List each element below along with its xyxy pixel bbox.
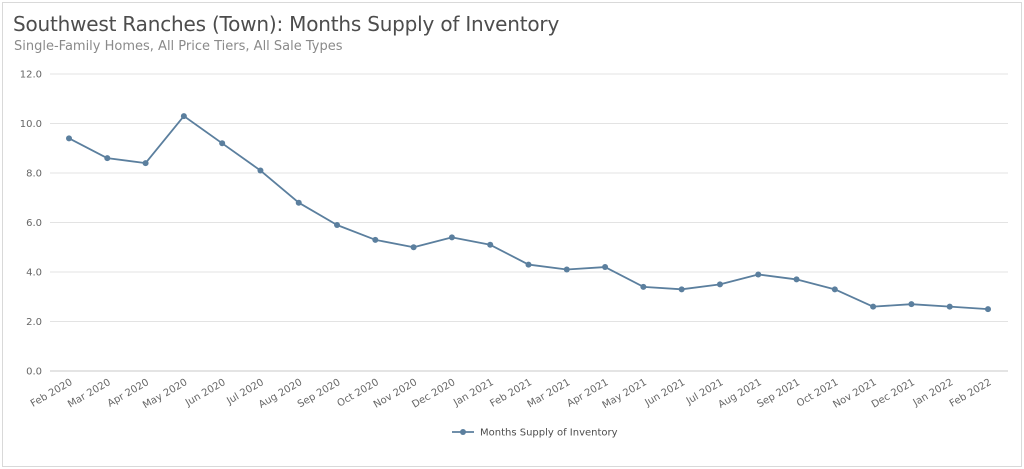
data-point [678, 286, 685, 293]
data-point [563, 266, 570, 273]
x-tick-label: Jun 2020 [183, 377, 228, 409]
data-point [487, 241, 494, 248]
y-tick-label: 8.0 [26, 169, 42, 180]
data-point [257, 167, 264, 174]
x-tick-label: Jan 2022 [911, 377, 956, 409]
x-tick-label: Jun 2021 [642, 377, 687, 409]
data-point [908, 301, 915, 308]
x-tick-label: Dec 2020 [410, 377, 457, 411]
y-tick-label: 10.0 [20, 119, 42, 130]
x-tick-label: Feb 2022 [948, 377, 994, 410]
data-point [793, 276, 800, 283]
x-tick-label: Mar 2021 [526, 377, 573, 410]
legend-label: Months Supply of Inventory [480, 428, 618, 439]
data-point [104, 155, 111, 162]
y-tick-label: 6.0 [26, 218, 42, 229]
data-point [334, 221, 341, 228]
chart-subtitle: Single-Family Homes, All Price Tiers, Al… [14, 39, 343, 54]
data-point [602, 264, 609, 271]
y-tick-label: 12.0 [20, 70, 42, 81]
data-point [755, 271, 762, 278]
data-point [180, 113, 187, 120]
x-tick-label: Sep 2020 [296, 377, 343, 410]
data-point [142, 160, 149, 167]
data-point [831, 286, 838, 293]
data-point [640, 283, 647, 290]
y-tick-label: 0.0 [26, 367, 42, 378]
y-tick-label: 2.0 [26, 317, 42, 328]
legend-swatch-marker [460, 429, 466, 435]
data-point [946, 303, 953, 310]
x-tick-label: Jan 2021 [451, 377, 496, 409]
data-point [525, 261, 532, 268]
x-tick-label: Dec 2021 [870, 377, 917, 411]
data-point [219, 140, 226, 147]
data-point [66, 135, 72, 142]
x-tick-label: Aug 2020 [257, 377, 304, 411]
chart-title: Southwest Ranches (Town): Months Supply … [13, 12, 560, 36]
data-point [410, 244, 417, 251]
data-point [985, 306, 991, 313]
data-point [716, 281, 723, 288]
series-line [68, 115, 989, 311]
y-tick-label: 4.0 [26, 268, 42, 279]
data-point [448, 234, 455, 241]
data-point [295, 199, 302, 206]
data-point [372, 236, 379, 243]
x-tick-label: Aug 2021 [717, 377, 764, 411]
x-tick-label: Sep 2021 [755, 377, 802, 410]
data-point [870, 303, 877, 310]
x-tick-label: Mar 2020 [66, 377, 113, 410]
